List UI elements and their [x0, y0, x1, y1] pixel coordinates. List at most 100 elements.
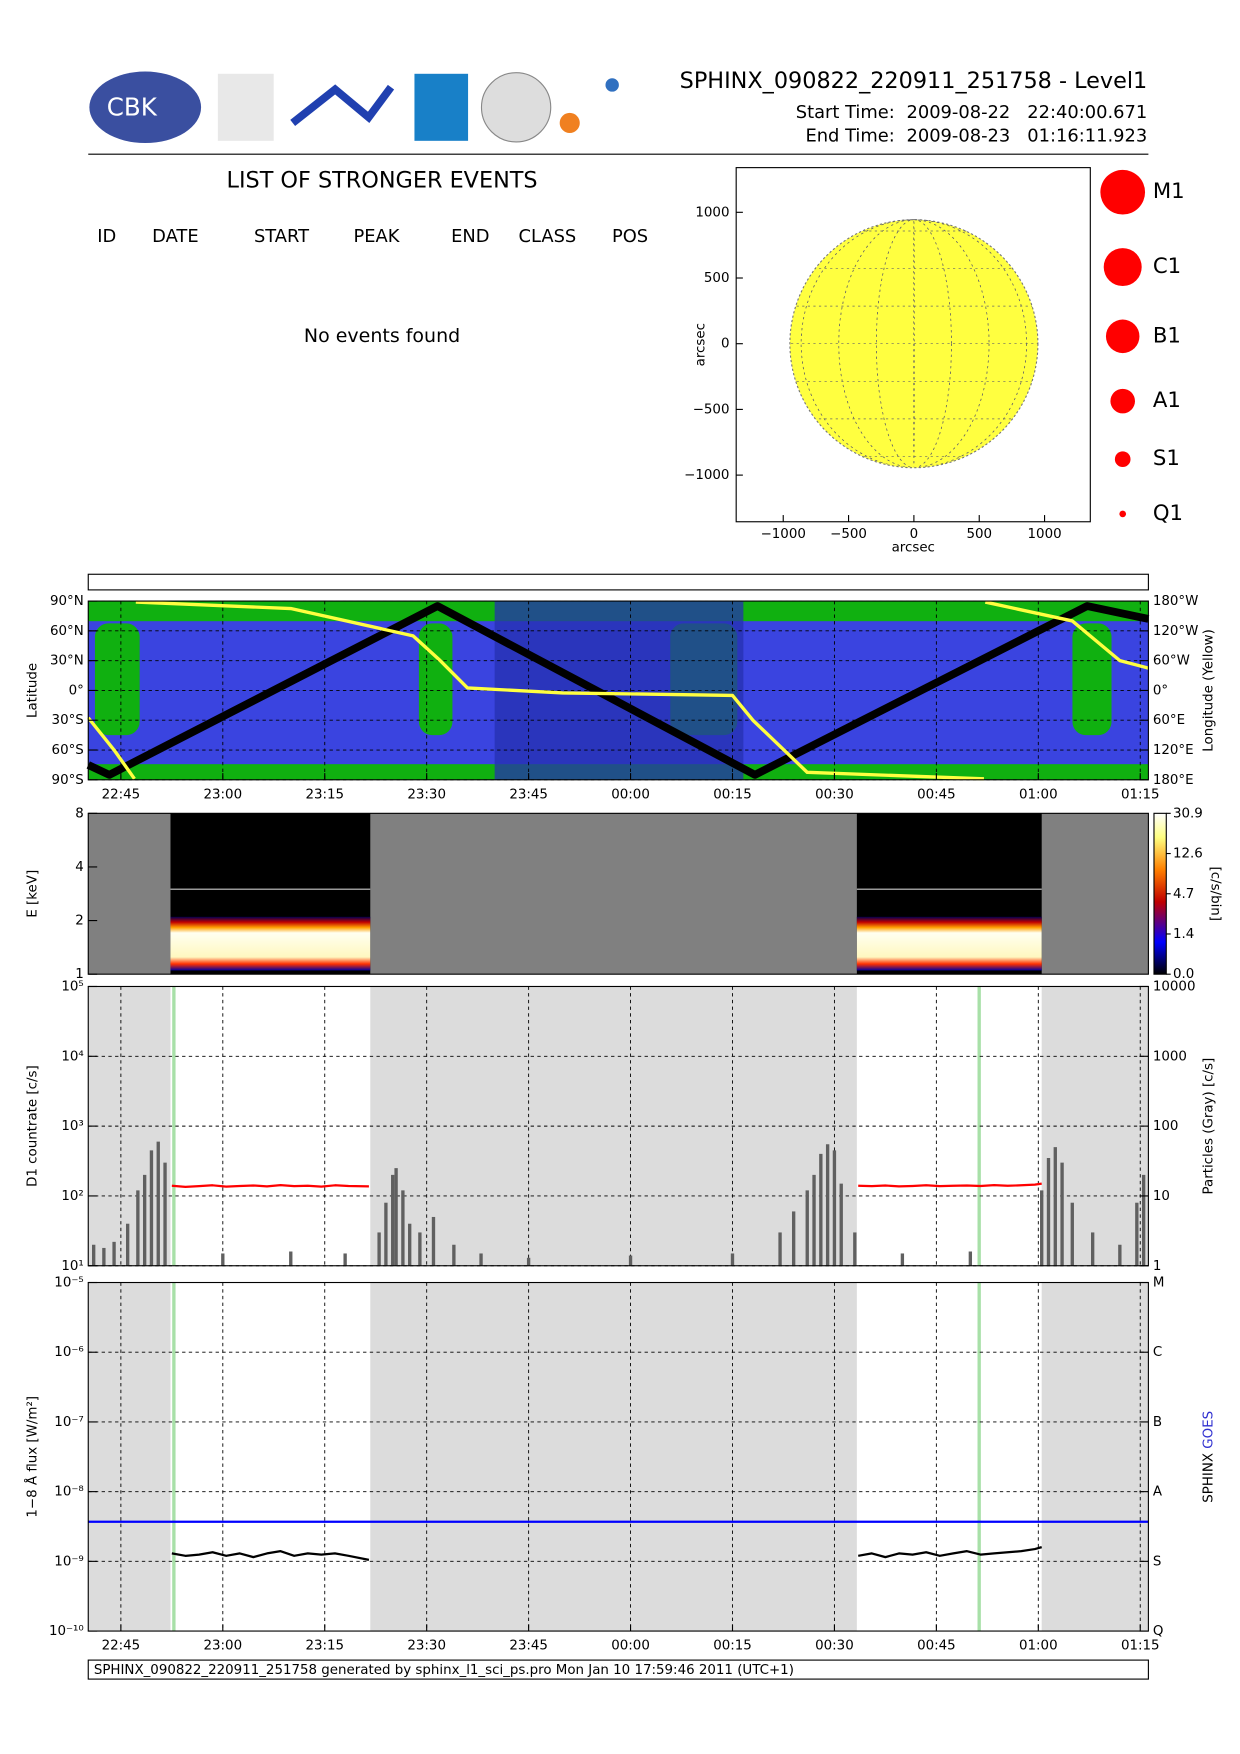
logo-globe [605, 78, 619, 92]
start-value: 2009-08-22 22:40:00.671 [906, 102, 1147, 123]
y-tick-label: 60°S [52, 743, 84, 758]
x-tick-label: 00:00 [611, 787, 650, 802]
legend-label: B1 [1153, 323, 1181, 348]
y2-axis-label-part: SPHINX [1202, 1453, 1217, 1503]
y2-tick-label: 60°E [1153, 713, 1185, 728]
x-tick-label: 23:45 [509, 787, 548, 802]
x-tick-label: 23:45 [509, 1639, 548, 1654]
y2-axis-label-part: Longitude (Yellow) [1202, 629, 1217, 752]
legend-label: S1 [1153, 446, 1180, 471]
x-tick-label: 00:15 [713, 1639, 752, 1654]
logo-sun [559, 112, 580, 133]
column-header: DATE [152, 226, 198, 247]
x-tick-label: 00:45 [917, 1639, 956, 1654]
y-axis-label: 1−8 Å flux [W/m²] [23, 1396, 40, 1518]
y2-tick-label: 60°W [1153, 654, 1190, 669]
y-tick-label: 0 [721, 337, 730, 352]
footer-box [87, 1659, 1149, 1680]
x-tick-label: 01:15 [1121, 1639, 1160, 1654]
y2-tick-label: B [1153, 1415, 1162, 1430]
y-tick-label: 10⁻⁷ [54, 1415, 83, 1430]
logo-mifi [290, 84, 395, 127]
x-tick-label: −500 [830, 527, 867, 542]
y-tick-label: 0° [69, 683, 84, 698]
y-tick-label: 10⁵ [61, 979, 83, 994]
map-land [94, 623, 140, 736]
y2-tick-label: 10 [1153, 1189, 1170, 1204]
y2-tick-label: 120°E [1153, 743, 1194, 758]
y-tick-label: 90°N [50, 594, 84, 609]
colorbar-tick-label: 4.7 [1173, 887, 1194, 902]
end-value: 2009-08-23 01:16:11.923 [906, 125, 1147, 146]
legend-label: Q1 [1153, 501, 1183, 526]
colorbar-label: [c/s/bin] [1207, 866, 1222, 921]
legend-label: M1 [1153, 179, 1185, 204]
y-axis-label: arcsec [693, 323, 708, 366]
disk-meridian [838, 219, 990, 468]
y2-tick-label: 180°E [1153, 773, 1194, 788]
x-tick-label: 23:00 [204, 1639, 243, 1654]
y-tick-label: 8 [75, 806, 84, 821]
x-tick-label: 22:45 [102, 1639, 141, 1654]
y2-tick-label: C [1153, 1345, 1162, 1360]
y-tick-label: 60°N [50, 624, 84, 639]
y-tick-label: −1000 [684, 468, 729, 483]
logo-arc [414, 73, 469, 141]
colorbar-tick-label: 12.6 [1173, 847, 1203, 862]
column-header: CLASS [519, 226, 577, 247]
x-tick-label: 23:15 [305, 787, 344, 802]
spectrum-band [170, 916, 371, 971]
spectrum-band [856, 916, 1042, 971]
y-tick-label: 500 [704, 271, 730, 286]
legend-marker [1110, 388, 1135, 414]
x-tick-label: 00:30 [815, 1639, 854, 1654]
legend-marker [1119, 510, 1127, 518]
colorbar-tick-label: 1.4 [1173, 927, 1194, 942]
x-tick-label: 22:45 [102, 787, 141, 802]
y-tick-label: −500 [693, 402, 730, 417]
y-tick-label: 4 [75, 860, 84, 875]
column-header: POS [612, 226, 648, 247]
logo-text: CBK [107, 92, 158, 121]
legend-label: A1 [1153, 388, 1181, 413]
y-tick-label: 30°N [50, 654, 84, 669]
disk-grid [789, 219, 1038, 468]
y-tick-label: 10⁻⁸ [54, 1485, 83, 1500]
events-title: LIST OF STRONGER EVENTS [227, 168, 538, 194]
data-line [86, 602, 1150, 779]
y-tick-label: 90°S [52, 773, 84, 788]
plot-frame [87, 1281, 1149, 1632]
x-tick-label: 00:00 [611, 1639, 650, 1654]
y2-tick-label: 1000 [1153, 1049, 1187, 1064]
plot-frame [735, 167, 1091, 523]
y2-axis-label-part: GOES [1202, 1411, 1217, 1449]
y-tick-label: 10² [61, 1189, 83, 1204]
y2-tick-label: Q [1153, 1624, 1164, 1639]
x-tick-label: 500 [966, 527, 992, 542]
end-label: End Time: [805, 125, 894, 146]
y-tick-label: 1000 [695, 205, 729, 220]
report-title: SPHINX_090822_220911_251758 - Level1 [680, 68, 1148, 94]
map-land [1072, 623, 1112, 736]
y2-tick-label: M [1153, 1276, 1165, 1291]
map-land [418, 623, 453, 736]
y-axis-label: E [keV] [25, 870, 40, 918]
legend-marker [1114, 451, 1131, 468]
y-axis-label: Latitude [25, 663, 40, 718]
data-line [86, 600, 1149, 781]
y-axis-label: D1 countrate [c/s] [25, 1065, 40, 1187]
y-tick-label: 10⁻¹⁰ [49, 1624, 84, 1639]
logo-seal [480, 72, 552, 143]
y2-axis-label: Particles (Gray) [c/s] [1202, 1058, 1217, 1195]
legend-marker [1103, 248, 1142, 287]
column-header: ID [97, 226, 116, 247]
data-line [171, 1546, 1043, 1561]
x-tick-label: 00:30 [815, 787, 854, 802]
y-tick-label: 30°S [52, 713, 84, 728]
x-tick-label: 01:15 [1121, 787, 1160, 802]
start-label: Start Time: [796, 102, 895, 123]
data-line [171, 1182, 1042, 1188]
shaded-interval [88, 1282, 171, 1632]
plot-frame [87, 812, 1149, 975]
x-tick-label: 0 [910, 527, 919, 542]
